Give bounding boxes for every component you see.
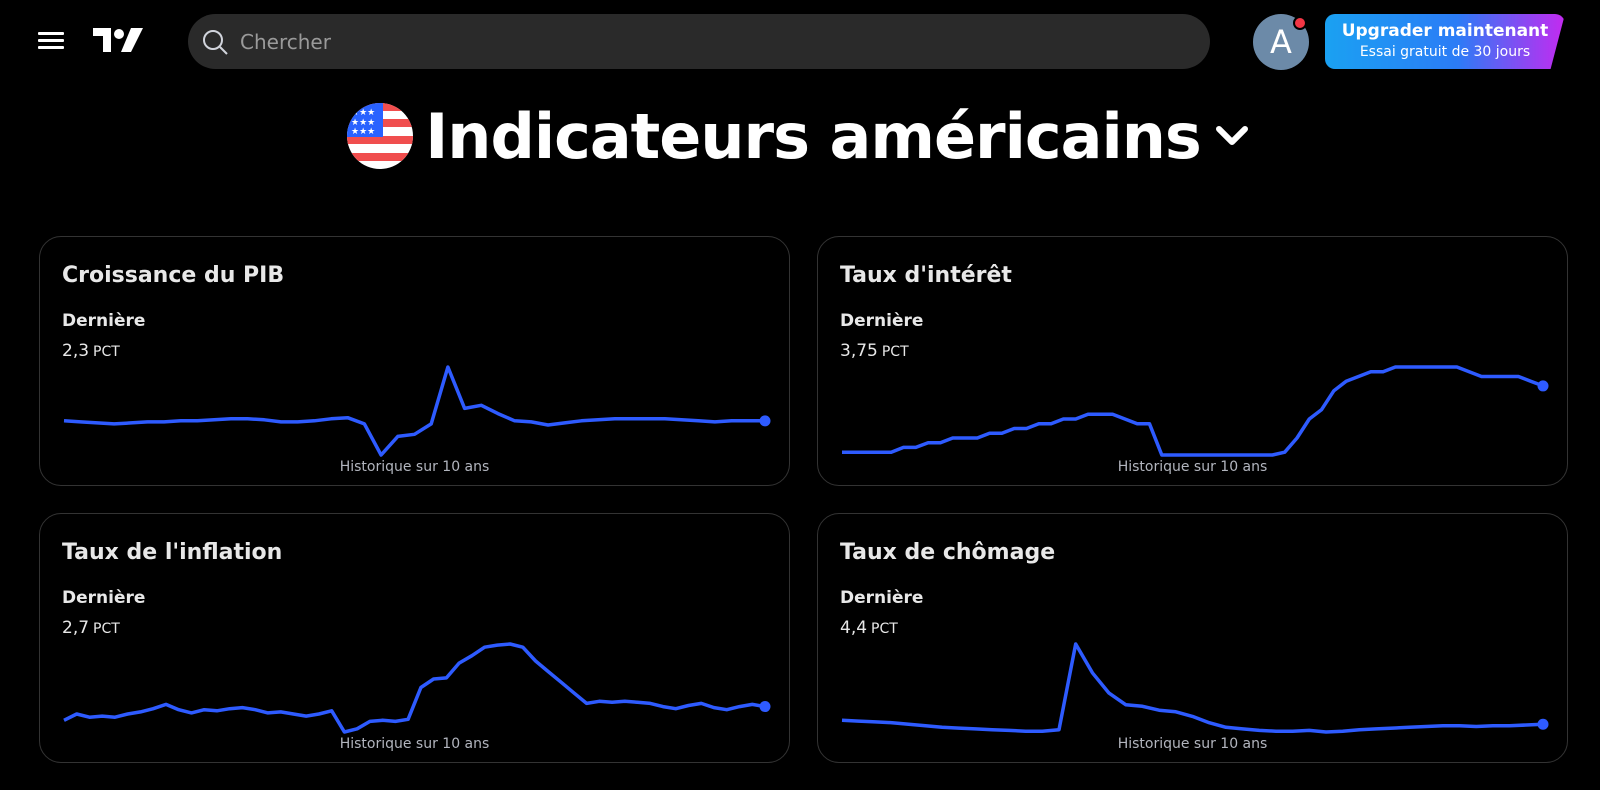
interest-line-chart xyxy=(842,365,1549,457)
series-line xyxy=(842,365,1544,457)
page-title: Indicateurs américains xyxy=(425,99,1202,173)
card-value-number: 2,7 xyxy=(62,618,90,638)
search-icon xyxy=(203,29,228,55)
tradingview-logo[interactable] xyxy=(93,26,145,54)
series-line xyxy=(63,642,766,734)
last-point-marker xyxy=(759,701,771,713)
card-title: Croissance du PIB xyxy=(62,263,285,288)
search-input[interactable] xyxy=(240,29,1140,54)
series-line xyxy=(841,642,1544,734)
gdp-line-chart xyxy=(63,365,771,457)
top-bar: A Upgrader maintenant Essai gratuit de 3… xyxy=(0,0,1600,84)
avatar-letter: A xyxy=(1270,23,1292,61)
card-footer: Historique sur 10 ans xyxy=(1117,459,1268,475)
card-footer: Historique sur 10 ans xyxy=(1117,736,1268,752)
card-value: 2,7 PCT xyxy=(62,618,120,638)
last-point-marker xyxy=(1537,380,1549,392)
chevron-down-icon[interactable] xyxy=(1211,115,1253,157)
us-flag-icon: ★★★★★★★★★ xyxy=(347,103,414,169)
card-title: Taux de l'inflation xyxy=(62,540,283,565)
card-label: Dernière xyxy=(840,588,924,608)
card-title: Taux d'intérêt xyxy=(840,263,1012,288)
last-point-marker xyxy=(759,415,771,427)
notification-dot xyxy=(1293,16,1307,30)
card-label: Dernière xyxy=(62,588,146,608)
card-value: 3,75 PCT xyxy=(840,341,909,361)
avatar[interactable]: A xyxy=(1253,14,1309,70)
card-value-unit: PCT xyxy=(93,344,120,360)
indicator-card-interest[interactable]: Taux d'intérêt Dernière 3,75 PCT Historiq… xyxy=(817,236,1568,486)
card-value-unit: PCT xyxy=(881,344,909,360)
upgrade-title: Upgrader maintenant xyxy=(1341,21,1549,41)
svg-text:★★★: ★★★ xyxy=(351,108,375,118)
card-title: Taux de chômage xyxy=(840,540,1056,565)
unemployment-line-chart xyxy=(841,642,1549,734)
indicator-card-inflation[interactable]: Taux de l'inflation Dernière 2,7 PCT Hist… xyxy=(39,513,790,763)
card-footer: Historique sur 10 ans xyxy=(339,459,490,475)
hamburger-menu-icon[interactable] xyxy=(36,28,66,54)
card-value-number: 4,4 xyxy=(840,618,868,638)
card-label: Dernière xyxy=(62,311,146,331)
card-value-unit: PCT xyxy=(871,621,898,637)
indicator-card-gdp[interactable]: Croissance du PIB Dernière 2,3 PCT Histor… xyxy=(39,236,790,486)
search-bar[interactable] xyxy=(188,14,1210,69)
card-label: Dernière xyxy=(840,311,924,331)
card-value: 2,3 PCT xyxy=(62,341,120,361)
svg-text:★★★: ★★★ xyxy=(351,127,375,137)
card-value-number: 2,3 xyxy=(62,341,90,361)
card-footer: Historique sur 10 ans xyxy=(339,736,490,752)
upgrade-subtitle: Essai gratuit de 30 jours xyxy=(1359,44,1531,60)
indicator-card-unemployment[interactable]: Taux de chômage Dernière 4,4 PCT Historiq… xyxy=(817,513,1568,763)
svg-text:★★★: ★★★ xyxy=(351,118,375,128)
series-line xyxy=(63,365,765,457)
card-value: 4,4 PCT xyxy=(840,618,898,638)
page-heading: ★★★ ★★★ ★★★ Indicateurs américains xyxy=(0,96,1600,176)
upgrade-button[interactable]: Upgrader maintenant Essai gratuit de 30 … xyxy=(1325,14,1565,69)
last-point-marker xyxy=(1537,718,1549,730)
card-value-unit: PCT xyxy=(93,621,120,637)
inflation-line-chart xyxy=(63,642,771,734)
card-value-number: 3,75 xyxy=(840,341,878,361)
